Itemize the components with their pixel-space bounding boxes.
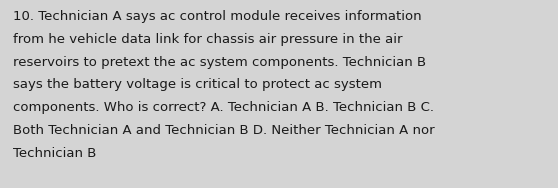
Text: 10. Technician A says ac control module receives information: 10. Technician A says ac control module … — [13, 10, 422, 23]
Text: Technician B: Technician B — [13, 147, 97, 160]
Text: says the battery voltage is critical to protect ac system: says the battery voltage is critical to … — [13, 78, 382, 91]
Text: from he vehicle data link for chassis air pressure in the air: from he vehicle data link for chassis ai… — [13, 33, 402, 46]
Text: components. Who is correct? A. Technician A B. Technician B C.: components. Who is correct? A. Technicia… — [13, 101, 434, 114]
Text: reservoirs to pretext the ac system components. Technician B: reservoirs to pretext the ac system comp… — [13, 56, 426, 69]
Text: Both Technician A and Technician B D. Neither Technician A nor: Both Technician A and Technician B D. Ne… — [13, 124, 435, 137]
